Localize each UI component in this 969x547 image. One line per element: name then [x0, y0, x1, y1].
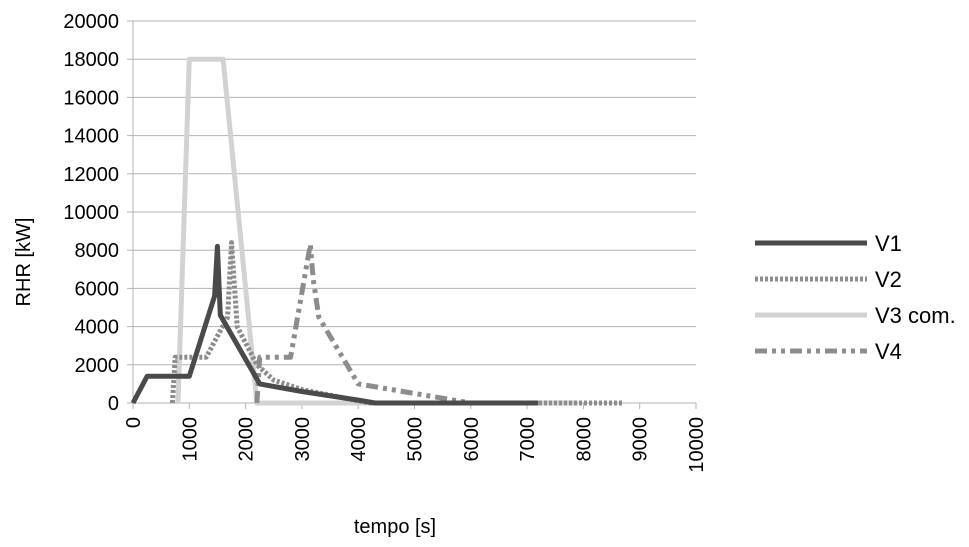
x-tick-label: 9000 — [630, 417, 652, 462]
x-tick-label: 6000 — [461, 417, 483, 462]
legend: V1 V2 V3 com. V4 — [755, 231, 956, 364]
x-tick-label: 3000 — [292, 417, 314, 462]
y-tick-label: 16000 — [63, 87, 119, 109]
legend-label: V2 — [875, 267, 902, 292]
series-line-v2 — [169, 240, 623, 406]
y-tick-label: 6000 — [75, 278, 120, 300]
x-tick-label: 8000 — [573, 417, 595, 462]
legend-label: V3 com. — [875, 303, 956, 328]
x-tick-label: 5000 — [405, 417, 427, 462]
series-line-v1 — [130, 243, 539, 406]
x-tick-label: 7000 — [517, 417, 539, 462]
y-tick-label: 14000 — [63, 126, 119, 148]
y-tick-label: 18000 — [63, 49, 119, 71]
series-line-v4 — [254, 242, 472, 406]
x-tick-labels: 0 1000 2000 3000 4000 5000 6000 7000 8000 9000 100… — [123, 417, 708, 473]
x-tick-label: 2000 — [236, 417, 258, 462]
legend-label: V1 — [875, 231, 902, 256]
x-axis-title: tempo [s] — [354, 516, 436, 538]
series-lines — [130, 56, 623, 406]
y-tick-label: 4000 — [75, 317, 120, 339]
y-tick-label: 8000 — [75, 240, 120, 262]
series-line-v3-com — [175, 56, 578, 406]
y-axis-title: RHR [kW] — [13, 218, 35, 307]
x-tick-label: 1000 — [179, 417, 201, 462]
x-tick-label: 0 — [123, 417, 145, 428]
y-tick-label: 20000 — [63, 11, 119, 33]
x-tick-label: 10000 — [686, 417, 708, 473]
y-tick-labels: 0 2000 4000 6000 8000 10000 12000 14000 16000 180… — [63, 11, 119, 415]
y-tick-label: 0 — [108, 393, 119, 415]
legend-label: V4 — [875, 339, 902, 364]
axes — [132, 21, 697, 409]
x-tick-label: 4000 — [348, 417, 370, 462]
legend-item: V1 — [755, 231, 902, 256]
legend-item: V2 — [755, 267, 902, 292]
legend-item: V3 com. — [755, 303, 956, 328]
y-tick-label: 12000 — [63, 164, 119, 186]
y-tick-label: 2000 — [75, 355, 120, 377]
legend-item: V4 — [755, 339, 902, 364]
y-tick-label: 10000 — [63, 202, 119, 224]
gridlines — [127, 20, 696, 404]
